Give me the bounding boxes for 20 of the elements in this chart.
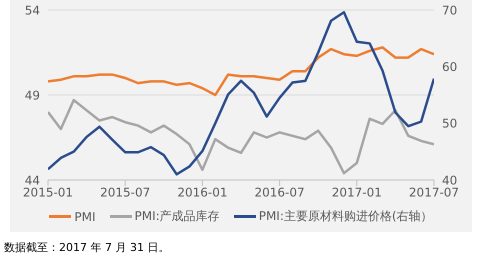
line-series: [48, 11, 434, 176]
x-tick-label: 2017-01: [332, 186, 382, 200]
text: 数据截至：2017 年 7 月 31 日。: [4, 240, 170, 255]
x-tick-label: 2016-07: [254, 186, 305, 200]
y2-tick-label: 60: [442, 60, 458, 74]
y2-tick-label: 70: [442, 3, 458, 18]
y-tick-label: 49: [24, 88, 40, 102]
legend-label: PMI:产成品库存: [134, 208, 220, 225]
y-tick-label: 44: [24, 173, 40, 188]
x-tick-label: 2017-07: [408, 186, 460, 200]
legend-label: PMI:主要原材料购进价格(右轴）: [258, 208, 433, 225]
x-tick-label: 2015-07: [100, 186, 150, 200]
line-series: [48, 46, 434, 96]
y2-tick-label: 40: [442, 173, 458, 188]
legend-label: PMI: [74, 210, 96, 224]
line-series: [48, 98, 434, 174]
x-tick-label: 2016-01: [177, 186, 228, 200]
y-tick-label: 54: [24, 3, 40, 18]
x-tick-label: 2015-01: [22, 186, 74, 200]
y2-tick-label: 50: [442, 116, 458, 131]
